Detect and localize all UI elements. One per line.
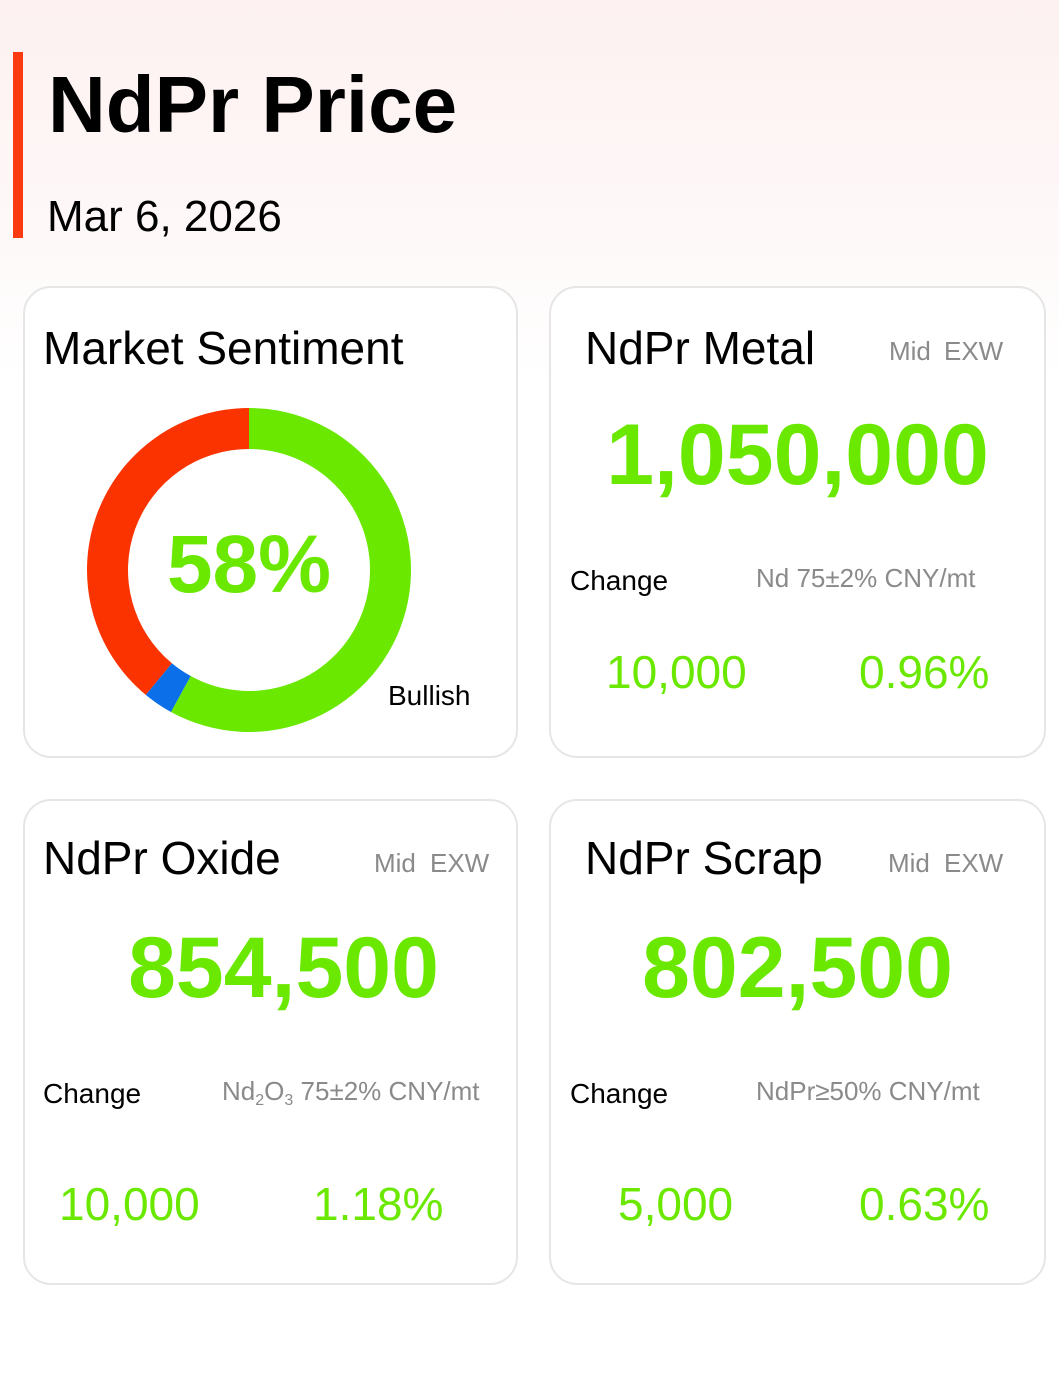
ndpr-oxide-change-percent: 1.18% <box>313 1178 444 1230</box>
donut-segment-bearish <box>87 408 250 695</box>
ndpr-scrap-card: NdPr Scrap Mid EXW 802,500 Change NdPr≥5… <box>549 799 1046 1285</box>
ndpr-scrap-title: NdPr Scrap <box>585 832 823 884</box>
ndpr-oxide-price: 854,500 <box>128 920 439 1016</box>
ndpr-scrap-price: 802,500 <box>642 920 953 1016</box>
ndpr-scrap-change-label: Change <box>570 1078 669 1109</box>
donut-segment-neutral <box>145 663 191 712</box>
sentiment-donut-chart <box>87 408 411 732</box>
ndpr-metal-card: NdPr Metal Mid EXW 1,050,000 Change Nd 7… <box>549 286 1046 758</box>
sentiment-caption: Bullish <box>388 680 471 711</box>
sentiment-percent: 58% <box>166 519 332 610</box>
ndpr-scrap-change-percent: 0.63% <box>859 1178 990 1230</box>
market-sentiment-card: Market Sentiment 58% Bullish <box>23 286 518 758</box>
ndpr-oxide-title: NdPr Oxide <box>43 832 281 884</box>
ndpr-metal-spec: Nd 75±2% CNY/mt <box>756 563 976 593</box>
ndpr-oxide-change-value: 10,000 <box>59 1178 200 1230</box>
ndpr-metal-change-value: 10,000 <box>606 646 747 698</box>
ndpr-scrap-basis-exw: EXW <box>944 848 1004 878</box>
ndpr-metal-price: 1,050,000 <box>606 407 989 503</box>
ndpr-metal-basis-mid: Mid <box>889 336 931 366</box>
ndpr-scrap-spec: NdPr≥50% CNY/mt <box>756 1076 980 1106</box>
ndpr-oxide-change-label: Change <box>43 1078 142 1109</box>
ndpr-oxide-basis-exw: EXW <box>430 848 490 878</box>
ndpr-scrap-change-value: 5,000 <box>618 1178 734 1230</box>
ndpr-oxide-spec: Nd2O3 75±2% CNY/mt <box>222 1076 480 1109</box>
ndpr-oxide-basis-mid: Mid <box>374 848 416 878</box>
donut-segment-bullish <box>170 408 411 732</box>
title-accent-bar <box>13 52 23 238</box>
market-sentiment-title: Market Sentiment <box>43 322 404 374</box>
ndpr-metal-basis-exw: EXW <box>944 336 1004 366</box>
ndpr-metal-change-percent: 0.96% <box>859 646 990 698</box>
ndpr-metal-change-label: Change <box>570 565 669 596</box>
ndpr-scrap-basis-mid: Mid <box>888 848 930 878</box>
page-date: Mar 6, 2026 <box>47 192 282 241</box>
ndpr-metal-title: NdPr Metal <box>585 322 816 374</box>
page-title: NdPr Price <box>48 60 458 149</box>
ndpr-oxide-card: NdPr Oxide Mid EXW 854,500 Change Nd2O3 … <box>23 799 518 1285</box>
